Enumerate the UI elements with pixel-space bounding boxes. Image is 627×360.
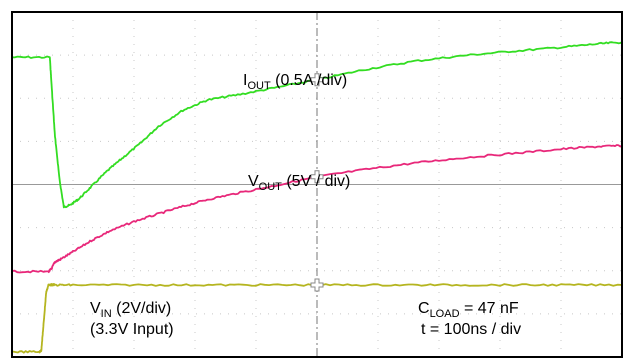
grid [12, 12, 622, 357]
traces [11, 41, 623, 354]
trace-line-2 [11, 144, 623, 274]
vin-input-note: (3.3V Input) [90, 321, 174, 338]
iout-label: IOUT (0.5A /div) [243, 72, 347, 92]
cursor-marker-3 [310, 278, 324, 292]
cursor-marker-2 [310, 170, 324, 184]
cursor-cross-shape [310, 170, 324, 184]
cursor-cross-shape [310, 73, 324, 87]
trace-line-1 [11, 41, 623, 209]
vout-label: VOUT (5V / div) [248, 173, 350, 193]
cload-label: CLOAD = 47 nF [418, 300, 519, 320]
cursor-cross-shape [310, 278, 324, 292]
vin-label: VIN (2V/div) [90, 300, 171, 320]
timebase-label: t = 100ns / div [421, 321, 521, 338]
cursor-marker-1 [310, 73, 324, 87]
plot-frame [11, 11, 623, 358]
trace-line-3 [11, 283, 623, 354]
